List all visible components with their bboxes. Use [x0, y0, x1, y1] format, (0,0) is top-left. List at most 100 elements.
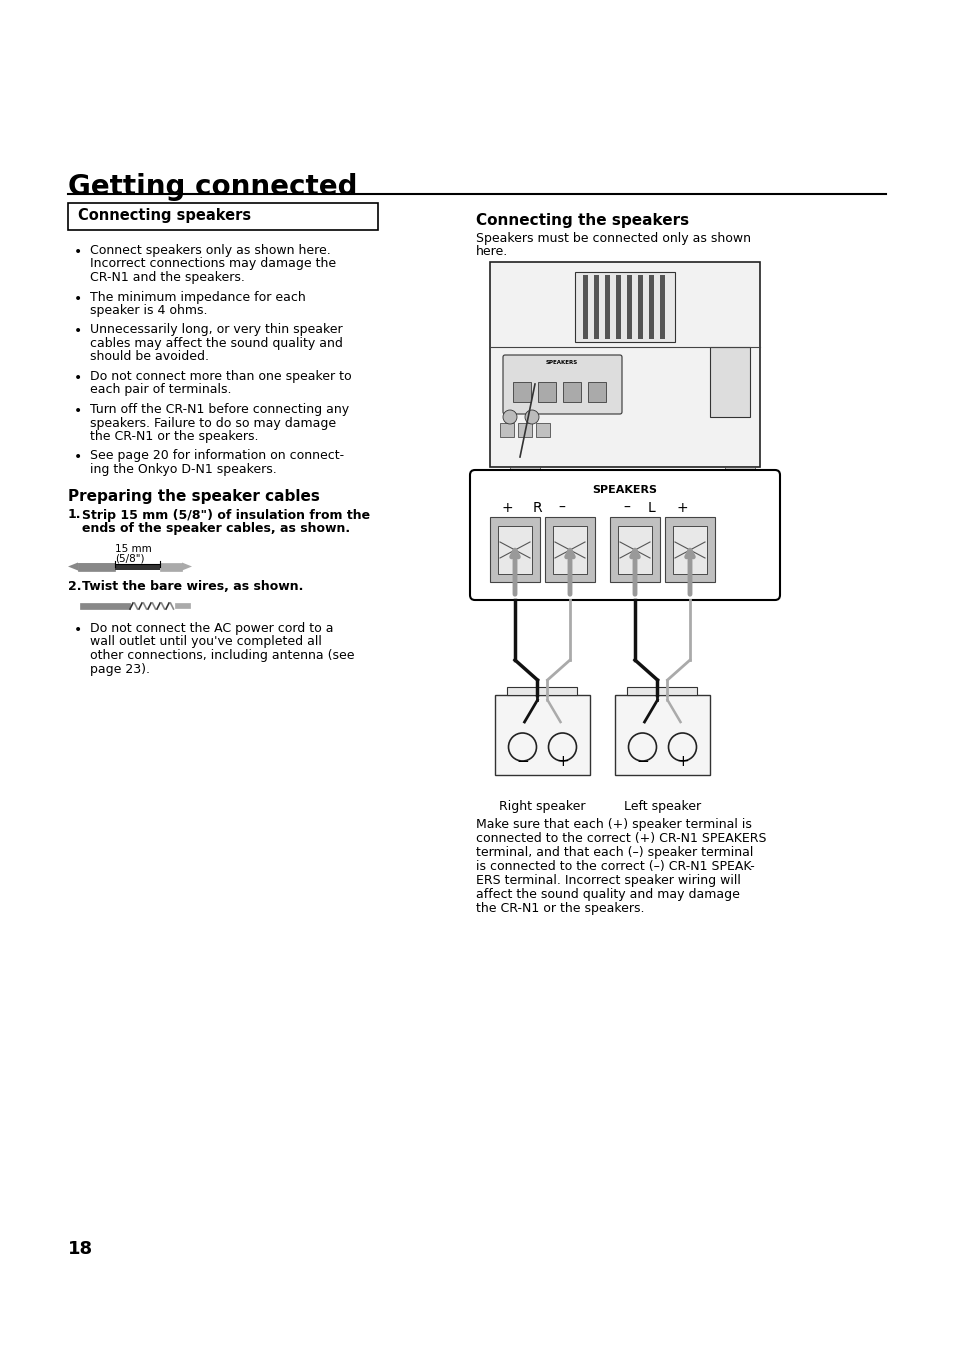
Text: –: –: [558, 501, 565, 515]
Bar: [587, 382, 605, 403]
Bar: [604, 276, 609, 339]
Text: Do not connect more than one speaker to: Do not connect more than one speaker to: [90, 370, 352, 382]
Text: 2.: 2.: [68, 581, 81, 593]
Bar: [648, 276, 654, 339]
Text: speakers. Failure to do so may damage: speakers. Failure to do so may damage: [90, 416, 335, 430]
Bar: [490, 262, 760, 467]
Text: Connecting the speakers: Connecting the speakers: [476, 213, 688, 228]
Bar: [517, 423, 532, 436]
Bar: [609, 517, 659, 582]
Bar: [626, 276, 631, 339]
Text: •: •: [74, 450, 82, 465]
Bar: [709, 347, 749, 417]
Text: Strip 15 mm (5/8") of insulation from the: Strip 15 mm (5/8") of insulation from th…: [82, 508, 370, 521]
FancyBboxPatch shape: [502, 355, 621, 413]
Text: −: −: [636, 754, 648, 769]
Text: The minimum impedance for each: The minimum impedance for each: [90, 290, 305, 304]
Polygon shape: [182, 562, 192, 570]
Bar: [510, 467, 539, 476]
Text: +: +: [500, 501, 513, 515]
Bar: [490, 517, 539, 582]
Text: Incorrect connections may damage the: Incorrect connections may damage the: [90, 258, 335, 270]
Text: Getting connected: Getting connected: [68, 173, 357, 201]
Text: Connecting speakers: Connecting speakers: [78, 208, 251, 223]
Text: •: •: [74, 324, 82, 339]
Text: is connected to the correct (–) CR-N1 SPEAK-: is connected to the correct (–) CR-N1 SP…: [476, 861, 754, 873]
Bar: [594, 276, 598, 339]
Bar: [80, 603, 130, 609]
Text: 1.: 1.: [68, 508, 81, 521]
Text: •: •: [74, 623, 82, 638]
Bar: [618, 526, 651, 574]
Text: connected to the correct (+) CR-N1 SPEAKERS: connected to the correct (+) CR-N1 SPEAK…: [476, 832, 765, 844]
Bar: [582, 276, 587, 339]
Bar: [627, 688, 697, 694]
Bar: [497, 526, 532, 574]
Text: ends of the speaker cables, as shown.: ends of the speaker cables, as shown.: [82, 521, 350, 535]
Text: Twist the bare wires, as shown.: Twist the bare wires, as shown.: [82, 581, 303, 593]
Text: 15 mm: 15 mm: [115, 543, 152, 554]
Bar: [575, 272, 675, 342]
Text: +: +: [676, 754, 688, 769]
Text: affect the sound quality and may damage: affect the sound quality and may damage: [476, 888, 740, 901]
Text: +: +: [556, 754, 568, 769]
Text: cables may affect the sound quality and: cables may affect the sound quality and: [90, 336, 342, 350]
Text: SPEAKERS: SPEAKERS: [545, 359, 578, 365]
Bar: [495, 694, 590, 775]
Text: here.: here.: [476, 245, 508, 258]
Bar: [724, 467, 754, 476]
Bar: [160, 562, 182, 570]
Bar: [562, 382, 580, 403]
Bar: [115, 563, 160, 570]
Text: CR-N1 and the speakers.: CR-N1 and the speakers.: [90, 272, 245, 284]
Text: –: –: [623, 501, 630, 515]
Text: the CR-N1 or the speakers.: the CR-N1 or the speakers.: [90, 430, 258, 443]
Polygon shape: [78, 562, 115, 570]
Text: each pair of terminals.: each pair of terminals.: [90, 384, 232, 396]
Circle shape: [502, 409, 517, 424]
Text: Preparing the speaker cables: Preparing the speaker cables: [68, 489, 319, 504]
Polygon shape: [68, 562, 78, 570]
Text: Make sure that each (+) speaker terminal is: Make sure that each (+) speaker terminal…: [476, 817, 751, 831]
Bar: [553, 526, 586, 574]
Text: Turn off the CR-N1 before connecting any: Turn off the CR-N1 before connecting any: [90, 403, 349, 416]
Text: Right speaker: Right speaker: [498, 800, 585, 813]
Bar: [616, 276, 620, 339]
Bar: [507, 688, 577, 694]
Bar: [513, 382, 531, 403]
Text: L: L: [647, 501, 655, 515]
Bar: [174, 603, 190, 608]
Text: page 23).: page 23).: [90, 662, 150, 676]
Text: terminal, and that each (–) speaker terminal: terminal, and that each (–) speaker term…: [476, 846, 753, 859]
Bar: [537, 382, 556, 403]
Bar: [78, 562, 115, 570]
Text: •: •: [74, 372, 82, 385]
Bar: [672, 526, 706, 574]
Bar: [659, 276, 664, 339]
FancyBboxPatch shape: [470, 470, 780, 600]
Bar: [615, 694, 710, 775]
Bar: [544, 517, 595, 582]
Text: R: R: [532, 501, 541, 515]
Text: ERS terminal. Incorrect speaker wiring will: ERS terminal. Incorrect speaker wiring w…: [476, 874, 740, 888]
Text: other connections, including antenna (see: other connections, including antenna (se…: [90, 648, 355, 662]
Text: •: •: [74, 292, 82, 305]
Text: Connect speakers only as shown here.: Connect speakers only as shown here.: [90, 245, 331, 257]
Bar: [68, 203, 377, 230]
Text: •: •: [74, 404, 82, 417]
Text: (5/8"): (5/8"): [115, 554, 144, 563]
Bar: [664, 517, 714, 582]
Bar: [638, 276, 642, 339]
Text: 18: 18: [68, 1240, 93, 1258]
Text: +: +: [676, 501, 687, 515]
Text: •: •: [74, 245, 82, 259]
Text: ing the Onkyo D-N1 speakers.: ing the Onkyo D-N1 speakers.: [90, 463, 276, 476]
Text: should be avoided.: should be avoided.: [90, 350, 209, 363]
Bar: [499, 423, 514, 436]
Text: Left speaker: Left speaker: [623, 800, 700, 813]
Text: wall outlet until you've completed all: wall outlet until you've completed all: [90, 635, 321, 648]
Text: the CR-N1 or the speakers.: the CR-N1 or the speakers.: [476, 902, 644, 915]
Circle shape: [524, 409, 538, 424]
Text: Do not connect the AC power cord to a: Do not connect the AC power cord to a: [90, 621, 334, 635]
Text: speaker is 4 ohms.: speaker is 4 ohms.: [90, 304, 208, 317]
